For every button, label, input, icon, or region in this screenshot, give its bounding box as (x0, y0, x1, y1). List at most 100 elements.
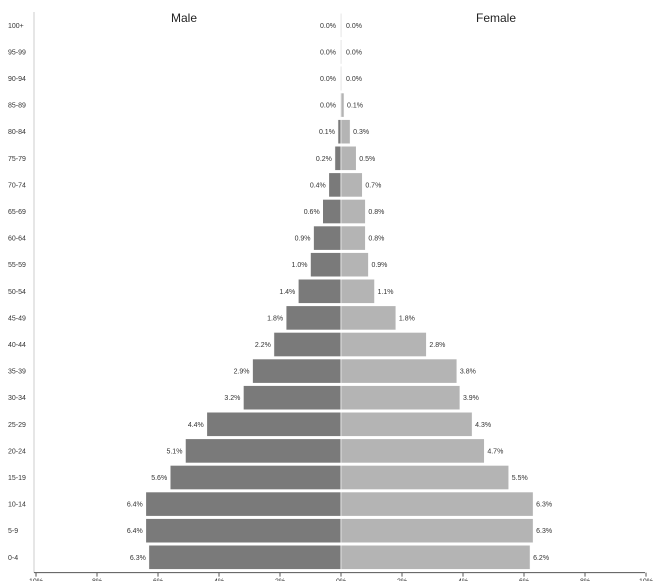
female-value-label: 0.8% (368, 209, 384, 216)
x-tick-label: 6% (153, 579, 163, 581)
male-value-label: 0.0% (320, 76, 336, 83)
male-bar (252, 358, 342, 384)
y-tick-label: 10-14 (8, 502, 26, 509)
female-value-label: 0.9% (371, 262, 387, 269)
male-value-label: 1.8% (267, 315, 283, 322)
male-value-label: 0.6% (304, 209, 320, 216)
female-value-label: 4.3% (475, 422, 491, 429)
female-bar (340, 385, 461, 411)
female-value-label: 0.1% (347, 103, 363, 110)
male-value-label: 6.3% (130, 555, 146, 562)
female-value-label: 3.8% (460, 369, 476, 376)
male-bar (185, 438, 342, 464)
female-bar (340, 12, 343, 38)
female-value-label: 6.3% (536, 502, 552, 509)
female-value-label: 1.8% (399, 315, 415, 322)
male-value-label: 6.4% (127, 502, 143, 509)
x-tick-label: 2% (397, 579, 407, 581)
female-bar (340, 305, 397, 331)
female-title: Female (476, 11, 516, 25)
male-bar (334, 145, 342, 171)
female-bar (340, 252, 369, 278)
male-bar (337, 119, 342, 145)
female-value-label: 0.5% (359, 156, 375, 163)
female-bar (340, 491, 534, 517)
female-bar (340, 225, 366, 251)
y-tick-label: 55-59 (8, 262, 26, 269)
female-bar (340, 172, 363, 198)
y-tick-label: 65-69 (8, 209, 26, 216)
y-axis: 100+ 95-99 90-94 85-89 80-84 75-79 70-74 65-69 6… (8, 12, 35, 573)
female-bar (340, 119, 351, 145)
male-value-label: 2.2% (255, 342, 271, 349)
male-value-label: 2.9% (234, 369, 250, 376)
female-bar (340, 411, 473, 437)
male-bar (310, 252, 342, 278)
female-value-label: 2.8% (429, 342, 445, 349)
y-tick-label: 70-74 (8, 182, 26, 189)
male-bar (169, 465, 342, 490)
y-tick-label: 60-64 (8, 236, 26, 243)
y-tick-label: 75-79 (8, 156, 26, 163)
female-bar (340, 39, 343, 65)
male-value-label: 0.0% (320, 103, 336, 110)
y-tick-label: 20-24 (8, 448, 26, 455)
female-bar (340, 92, 345, 118)
female-bar (340, 66, 343, 91)
y-tick-label: 45-49 (8, 315, 26, 322)
male-value-label: 1.4% (279, 289, 295, 296)
x-tick-label: 8% (92, 579, 102, 581)
male-bar (145, 518, 342, 544)
x-tick-label: 8% (580, 579, 590, 581)
male-bar (285, 305, 342, 331)
male-bar (243, 385, 342, 411)
female-bar (340, 544, 531, 570)
male-value-label: 0.4% (310, 182, 326, 189)
female-value-label: 0.7% (365, 182, 381, 189)
female-value-label: 0.0% (346, 76, 362, 83)
y-tick-label: 80-84 (8, 129, 26, 136)
male-value-label: 3.2% (224, 395, 240, 402)
female-value-label: 0.3% (353, 129, 369, 136)
male-value-label: 0.0% (320, 23, 336, 30)
male-value-label: 0.2% (316, 156, 332, 163)
x-tick-label: 10% (639, 579, 653, 581)
value-labels-group: 0.0% 0.0% 0.0% 0.0% 0.1% 0.2% 0.4% 0.6% 0.9% 1.0%… (127, 23, 552, 562)
male-value-label: 4.4% (188, 422, 204, 429)
male-bar (328, 172, 342, 198)
male-bar (313, 225, 342, 251)
x-axis: 10% 8% 6% 4% 2% 0% 2% 4% 6% 8% 10% (29, 572, 653, 581)
y-tick-label: 100+ (8, 23, 24, 30)
female-value-label: 0.0% (346, 49, 362, 56)
female-bar (340, 358, 458, 384)
male-value-label: 6.4% (127, 528, 143, 535)
bars-group (145, 12, 534, 570)
male-value-label: 5.1% (166, 448, 182, 455)
x-tick-label: 6% (519, 579, 529, 581)
male-value-label: 1.0% (292, 262, 308, 269)
female-bar (340, 438, 485, 464)
y-tick-label: 25-29 (8, 422, 26, 429)
male-value-label: 0.9% (295, 236, 311, 243)
female-bar (340, 278, 375, 304)
female-bar (340, 332, 427, 357)
male-bar (273, 332, 342, 357)
y-tick-label: 90-94 (8, 76, 26, 83)
y-tick-label: 0-4 (8, 555, 18, 562)
male-title: Male (171, 11, 197, 25)
male-bar (206, 411, 342, 437)
y-tick-label: 95-99 (8, 49, 26, 56)
male-value-label: 5.6% (151, 475, 167, 482)
male-bar (148, 544, 342, 570)
female-bar (340, 199, 366, 224)
female-value-label: 4.7% (487, 448, 503, 455)
male-value-label: 0.1% (319, 129, 335, 136)
y-tick-label: 50-54 (8, 289, 26, 296)
female-value-label: 5.5% (512, 475, 528, 482)
male-bar (322, 199, 342, 224)
x-tick-label: 4% (214, 579, 224, 581)
y-tick-label: 85-89 (8, 103, 26, 110)
female-bar (340, 465, 510, 490)
y-tick-label: 35-39 (8, 369, 26, 376)
